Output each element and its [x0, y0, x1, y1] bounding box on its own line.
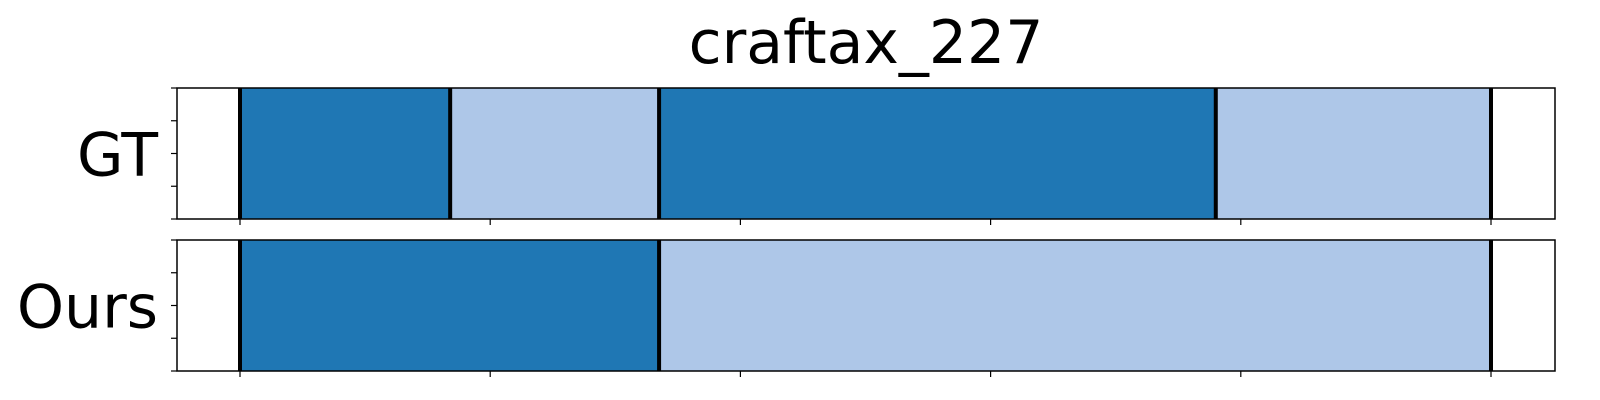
row-label-ours: Ours: [17, 273, 158, 343]
segment-gt-4: [1215, 88, 1491, 219]
row-gt: GT: [77, 87, 1556, 225]
segment-gt-3: [659, 88, 1216, 219]
row-label-gt: GT: [77, 121, 158, 191]
segment-gt-1: [240, 88, 451, 219]
segment-ours-1: [240, 240, 660, 371]
chart-title: craftax_227: [689, 8, 1044, 78]
segment-gt-2: [450, 88, 660, 219]
segment-ours-2: [659, 240, 1491, 371]
chart-rows: GT Ours: [17, 87, 1556, 377]
row-ours: Ours: [17, 239, 1556, 377]
